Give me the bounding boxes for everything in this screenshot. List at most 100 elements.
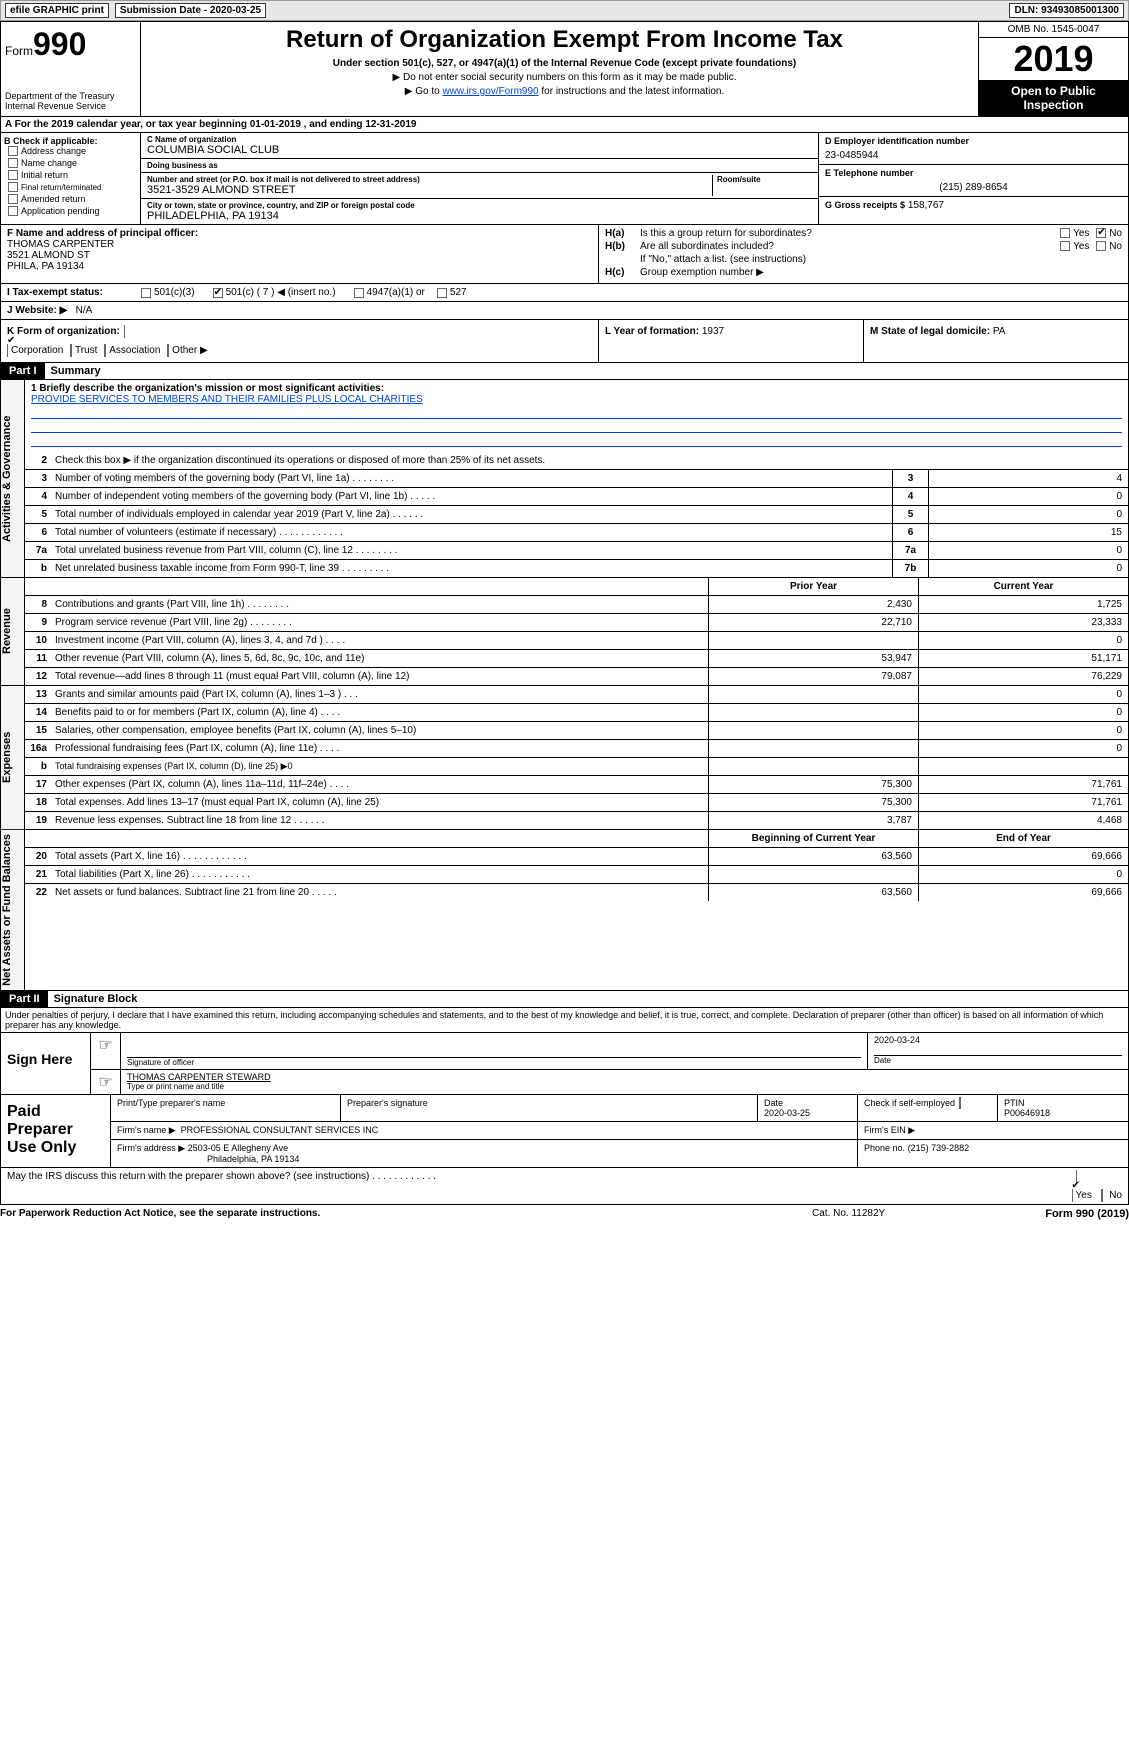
ha-label: H(a) [605, 228, 640, 239]
na-line: 22 Net assets or fund balances. Subtract… [25, 884, 1128, 901]
submission-date: Submission Date - 2020-03-25 [115, 3, 266, 18]
discuss-no-chk[interactable] [1101, 1189, 1103, 1202]
f-label: F Name and address of principal officer: [7, 228, 592, 239]
c-dba-label: Doing business as [147, 161, 812, 170]
firm-addr1: 2503-05 E Allegheny Ave [188, 1143, 288, 1153]
exp-line: b Total fundraising expenses (Part IX, c… [25, 758, 1128, 776]
d-val: 23-0485944 [825, 150, 1122, 161]
p-ptin-v: P00646918 [1004, 1108, 1050, 1118]
line1-text: 1 Briefly describe the organization's mi… [31, 383, 384, 394]
exp-line: 17 Other expenses (Part IX, column (A), … [25, 776, 1128, 794]
section-b-c-d-e: B Check if applicable: Address change Na… [0, 133, 1129, 225]
j-label: J Website: ▶ [7, 305, 67, 316]
exp-line: 18 Total expenses. Add lines 13–17 (must… [25, 794, 1128, 812]
ha-no: No [1109, 228, 1122, 239]
k-chk-3[interactable] [167, 344, 169, 357]
uline-1 [31, 407, 1122, 419]
k-chk-2[interactable] [104, 344, 106, 357]
ha-yes-chk[interactable] [1060, 228, 1070, 238]
part2-label: Part II [1, 991, 48, 1007]
i-chk-0[interactable] [141, 288, 151, 298]
section-f-h: F Name and address of principal officer:… [0, 225, 1129, 284]
i-opt-1: 501(c) ( 7 ) ◀ (insert no.) [226, 287, 336, 298]
paid-label: Paid Preparer Use Only [1, 1095, 111, 1167]
c-city: PHILADELPHIA, PA 19134 [147, 210, 812, 222]
i-chk-3[interactable] [437, 288, 447, 298]
tab-netassets: Net Assets or Fund Balances [1, 830, 25, 990]
sign-arrow-2: ☞ [91, 1070, 121, 1094]
gov-line: b Net unrelated business taxable income … [25, 560, 1128, 577]
ha-text: Is this a group return for subordinates? [640, 228, 1056, 239]
irs-link[interactable]: www.irs.gov/Form990 [442, 86, 538, 97]
l-label: L Year of formation: [605, 326, 699, 337]
hb-no-chk[interactable] [1096, 241, 1106, 251]
sig-date-val: 2020-03-24 [874, 1035, 1122, 1045]
form-title: Return of Organization Exempt From Incom… [155, 26, 974, 54]
b-item-1: Name change [21, 158, 77, 168]
phone-l: Phone no. [864, 1143, 905, 1153]
discuss-yes: Yes [1076, 1190, 1092, 1201]
chk-initial[interactable] [8, 170, 18, 180]
i-chk-1[interactable] [213, 288, 223, 298]
uline-3 [31, 435, 1122, 447]
c-city-label: City or town, state or province, country… [147, 201, 812, 210]
exp-line: 14 Benefits paid to or for members (Part… [25, 704, 1128, 722]
rev-line: 10 Investment income (Part VIII, column … [25, 632, 1128, 650]
sign-here-block: Sign Here ☞ Signature of officer 2020-03… [0, 1033, 1129, 1095]
j-val: N/A [76, 305, 93, 316]
top-bar: efile GRAPHIC print Submission Date - 20… [0, 0, 1129, 21]
p-ptin-h: PTIN [1004, 1098, 1025, 1108]
chk-name[interactable] [8, 158, 18, 168]
chk-address[interactable] [8, 146, 18, 156]
dept: Department of the Treasury Internal Reve… [5, 91, 136, 111]
form-ref: Form 990 (2019) [1045, 1208, 1129, 1220]
chk-pending[interactable] [8, 206, 18, 216]
ha-no-chk[interactable] [1096, 228, 1106, 238]
k-label: K Form of organization: [7, 326, 120, 337]
c-addr: 3521-3529 ALMOND STREET [147, 184, 712, 196]
e-val: (215) 289-8654 [825, 182, 1122, 193]
note-ssn: ▶ Do not enter social security numbers o… [155, 72, 974, 83]
part1-title: Summary [45, 363, 107, 379]
i-chk-2[interactable] [354, 288, 364, 298]
c-room-label: Room/suite [717, 175, 812, 184]
c-addr-label: Number and street (or P.O. box if mail i… [147, 175, 712, 184]
k-opt-3: Other ▶ [172, 345, 207, 356]
phone-v: (215) 739-2882 [908, 1143, 970, 1153]
ha-yes: Yes [1073, 228, 1089, 239]
form-subtitle: Under section 501(c), 527, or 4947(a)(1)… [155, 58, 974, 69]
pra: For Paperwork Reduction Act Notice, see … [0, 1208, 320, 1220]
col-d-e-g: D Employer identification number 23-0485… [818, 133, 1128, 224]
k-opt-1: Trust [75, 345, 97, 356]
p-date-v: 2020-03-25 [764, 1108, 810, 1118]
chk-amended[interactable] [8, 194, 18, 204]
firm-addr2: Philadelphia, PA 19134 [207, 1154, 299, 1164]
b-item-0: Address change [21, 146, 86, 156]
col-c: C Name of organization COLUMBIA SOCIAL C… [141, 133, 818, 224]
p-check-h: Check if self-employed [858, 1095, 998, 1121]
expenses-block: Expenses 13 Grants and similar amounts p… [0, 686, 1129, 830]
part1-label: Part I [1, 363, 45, 379]
b-label: B Check if applicable: [4, 136, 137, 146]
exp-line: 19 Revenue less expenses. Subtract line … [25, 812, 1128, 829]
sig-officer-label: Signature of officer [127, 1057, 861, 1067]
sig-date-label: Date [874, 1055, 1122, 1065]
chk-final[interactable] [8, 182, 18, 192]
row-i: I Tax-exempt status: 501(c)(3) 501(c) ( … [0, 284, 1129, 302]
open-public: Open to Public Inspection [979, 80, 1128, 116]
k-chk-1[interactable] [70, 344, 72, 357]
exp-line: 13 Grants and similar amounts paid (Part… [25, 686, 1128, 704]
rev-line: 8 Contributions and grants (Part VIII, l… [25, 596, 1128, 614]
cat-no: Cat. No. 11282Y [812, 1208, 885, 1220]
discuss-text: May the IRS discuss this return with the… [7, 1171, 436, 1201]
sig-name-label: Type or print name and title [127, 1082, 1122, 1091]
efile-badge: efile GRAPHIC print [5, 3, 109, 18]
p-self-chk[interactable] [959, 1097, 961, 1109]
exp-line: 15 Salaries, other compensation, employe… [25, 722, 1128, 740]
col-b: B Check if applicable: Address change Na… [1, 133, 141, 224]
form-header: Form990 Department of the Treasury Inter… [0, 21, 1129, 117]
col-h: H(a) Is this a group return for subordin… [598, 225, 1128, 283]
py-header: Prior Year [708, 578, 918, 595]
hb-yes-chk[interactable] [1060, 241, 1070, 251]
revenue-block: Revenue Prior Year Current Year 8 Contri… [0, 578, 1129, 686]
